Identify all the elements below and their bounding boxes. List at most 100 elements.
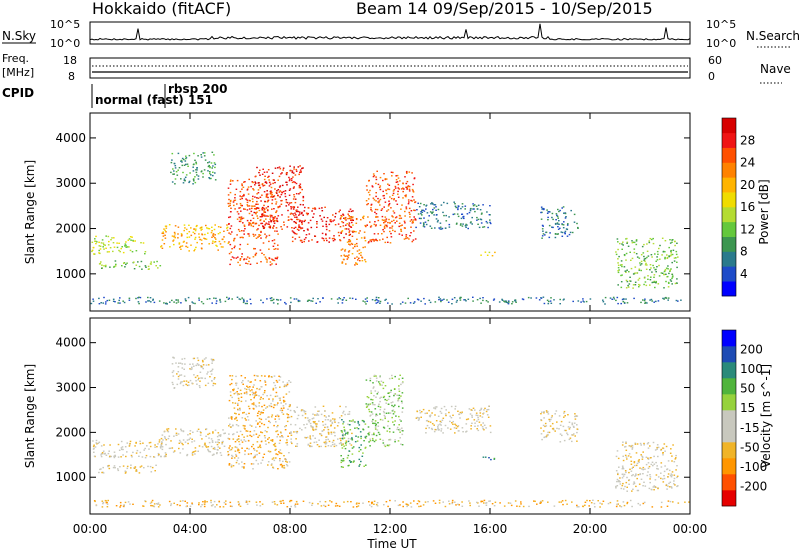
range-gate-cell — [416, 410, 419, 413]
range-gate-cell — [676, 485, 678, 488]
range-gate-cell — [257, 192, 260, 194]
range-gate-cell — [409, 302, 412, 304]
range-gate-cell — [216, 504, 218, 506]
range-gate-cell — [164, 455, 167, 458]
range-gate-cell — [368, 408, 370, 411]
range-gate-cell — [635, 485, 637, 488]
range-gate-cell — [237, 397, 240, 400]
range-gate-cell — [126, 451, 128, 453]
range-gate-cell — [329, 419, 332, 421]
range-gate-cell — [457, 215, 460, 218]
range-gate-cell — [294, 198, 297, 200]
range-gate-cell — [616, 480, 618, 483]
range-gate-cell — [307, 300, 309, 302]
range-gate-cell — [398, 390, 401, 392]
range-gate-cell — [132, 451, 134, 454]
range-gate-cell — [156, 446, 158, 448]
range-gate-cell — [195, 228, 197, 230]
range-gate-cell — [246, 219, 249, 222]
range-gate-cell — [671, 474, 673, 476]
range-gate-cell — [626, 242, 628, 244]
range-gate-cell — [644, 485, 647, 487]
range-gate-cell — [563, 429, 566, 432]
range-gate-cell — [216, 449, 219, 451]
range-gate-cell — [588, 505, 590, 507]
range-gate-cell — [352, 216, 354, 218]
range-gate-cell — [263, 171, 266, 173]
nsky-tick-bottom: 10^0 — [50, 37, 80, 50]
range-gate-cell — [558, 210, 560, 213]
range-gate-cell — [358, 232, 360, 234]
range-gate-cell — [373, 395, 375, 397]
colorbar-tick-label: 28 — [740, 133, 755, 147]
range-gate-cell — [671, 253, 674, 256]
range-gate-cell — [131, 251, 134, 253]
range-gate-cell — [153, 505, 156, 508]
range-gate-cell — [419, 412, 422, 414]
range-gate-cell — [194, 176, 196, 178]
range-gate-cell — [566, 503, 568, 505]
range-gate-cell — [576, 431, 578, 434]
range-gate-cell — [660, 272, 663, 274]
range-gate-cell — [177, 169, 179, 171]
range-gate-cell — [417, 299, 420, 301]
range-gate-cell — [172, 168, 174, 170]
range-gate-cell — [638, 268, 641, 270]
range-gate-cell — [358, 257, 360, 259]
range-gate-cell — [364, 224, 366, 227]
range-gate-cell — [399, 428, 401, 430]
range-gate-cell — [231, 298, 233, 300]
range-gate-cell — [438, 499, 441, 502]
range-gate-cell — [217, 249, 219, 251]
range-gate-cell — [256, 207, 258, 209]
range-gate-cell — [283, 221, 285, 223]
range-gate-cell — [384, 201, 387, 203]
range-gate-cell — [242, 298, 245, 301]
range-gate-cell — [670, 280, 673, 282]
range-gate-cell — [191, 368, 193, 370]
range-gate-cell — [387, 412, 390, 414]
range-gate-cell — [498, 301, 501, 303]
range-gate-cell — [276, 436, 278, 438]
colorbar-swatch — [722, 490, 736, 507]
x-tick-label: 00:00 — [73, 522, 108, 536]
range-gate-cell — [223, 241, 226, 243]
range-gate-cell — [276, 504, 279, 506]
range-gate-cell — [671, 277, 673, 280]
range-gate-cell — [177, 299, 179, 301]
range-gate-cell — [161, 441, 163, 443]
range-gate-cell — [180, 235, 183, 237]
range-gate-cell — [566, 235, 569, 237]
range-gate-cell — [93, 253, 95, 255]
range-gate-cell — [656, 444, 659, 446]
range-gate-cell — [243, 193, 245, 196]
range-gate-cell — [289, 432, 291, 434]
range-gate-cell — [177, 433, 180, 435]
range-gate-cell — [210, 231, 213, 234]
range-gate-cell — [299, 169, 302, 171]
range-gate-cell — [174, 233, 176, 235]
range-gate-cell — [327, 433, 330, 435]
range-gate-cell — [413, 230, 415, 232]
range-gate-cell — [540, 206, 543, 208]
range-gate-cell — [474, 422, 476, 424]
range-gate-cell — [459, 411, 462, 414]
range-gate-cell — [323, 415, 326, 417]
range-gate-cell — [99, 252, 101, 255]
range-gate-cell — [419, 222, 422, 224]
power-heatmap — [90, 151, 682, 305]
range-gate-cell — [394, 187, 397, 189]
range-gate-cell — [278, 451, 280, 453]
range-gate-cell — [261, 209, 264, 211]
range-gate-cell — [180, 178, 182, 180]
range-gate-cell — [480, 254, 482, 256]
range-gate-cell — [129, 440, 132, 443]
range-gate-cell — [405, 206, 408, 208]
range-gate-cell — [258, 171, 260, 174]
range-gate-cell — [487, 301, 489, 303]
range-gate-cell — [623, 504, 626, 507]
range-gate-cell — [168, 224, 171, 226]
range-gate-cell — [367, 198, 370, 200]
range-gate-cell — [476, 414, 479, 417]
range-gate-cell — [99, 248, 102, 250]
